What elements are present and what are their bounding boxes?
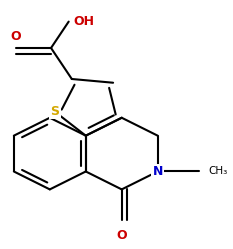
Text: CH₃: CH₃ — [208, 167, 228, 177]
Text: OH: OH — [73, 15, 94, 28]
Text: N: N — [152, 165, 163, 178]
Text: S: S — [50, 105, 59, 118]
Text: O: O — [10, 30, 21, 43]
Text: O: O — [116, 229, 127, 242]
